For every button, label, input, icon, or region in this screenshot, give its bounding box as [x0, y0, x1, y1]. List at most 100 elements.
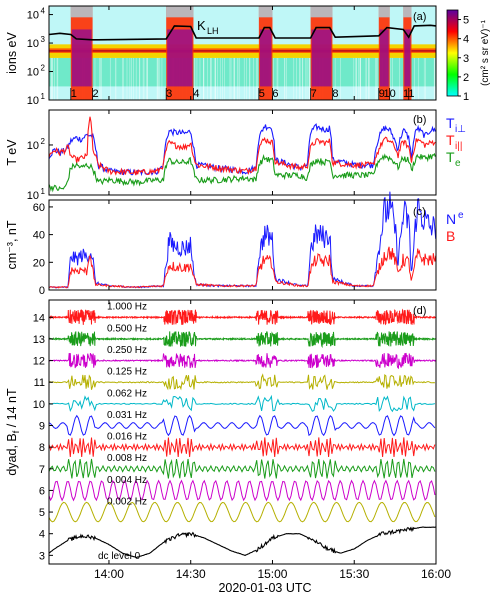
- colorbar-tick-label: 3: [463, 53, 469, 65]
- channel-label: dc level 0: [98, 551, 141, 562]
- event-marker-label: 6: [272, 88, 278, 100]
- panel-d-ylabel: dyad, Bf / 14 nT: [5, 388, 21, 476]
- panel-d-ylabel-tail: / 14 nT: [5, 388, 19, 431]
- y-tick-label: 10: [27, 10, 39, 22]
- legend-red: T: [446, 132, 455, 148]
- legend-green: T: [446, 149, 455, 165]
- colorbar-tick-label: 2: [463, 72, 469, 84]
- series-line-red: [48, 246, 437, 289]
- y-tick-exp: 1: [41, 92, 46, 101]
- legend-blue: N: [446, 211, 456, 227]
- dyad-channel: [48, 330, 437, 349]
- panel-b-ylabel: T eV: [5, 139, 19, 166]
- x-tick-label: 14:30: [176, 567, 206, 581]
- event-marker-label: 7: [311, 88, 317, 100]
- colorbar-tick-label: 1: [463, 91, 469, 103]
- dyad-channel: [48, 352, 437, 370]
- event-marker-label: 3: [166, 88, 172, 100]
- channel-label: 0.125 Hz: [107, 367, 147, 378]
- legend-red: B: [446, 228, 455, 244]
- y-tick-label: 9: [39, 421, 45, 433]
- panel-d-label: (d): [413, 305, 426, 317]
- x-tick-label: 14:00: [94, 567, 124, 581]
- spectrogram-burst-top: [403, 6, 412, 18]
- event-marker-label: 2: [93, 88, 99, 100]
- channel-label: 0.500 Hz: [107, 323, 147, 334]
- y-tick-label: 7: [39, 464, 45, 476]
- spectrogram-burst-top: [258, 6, 273, 18]
- panel-a-ylabel: ions eV: [5, 31, 19, 73]
- spectrogram-burst-top: [378, 6, 390, 18]
- panel-d-frame: [48, 299, 437, 565]
- y-tick-label: 10: [27, 140, 39, 152]
- y-tick-label: 10: [27, 38, 39, 50]
- event-marker-label: 5: [259, 88, 265, 100]
- dyad-channel: [48, 308, 436, 326]
- channel-label: 0.016 Hz: [107, 432, 147, 443]
- panel-b-label: (b): [413, 114, 426, 126]
- dyad-channel: [48, 437, 436, 458]
- y-tick-label: 8: [39, 442, 45, 454]
- panel-a-frame: [48, 5, 437, 101]
- spectrogram-burst-core: [404, 29, 411, 87]
- dyad-channel: [48, 373, 435, 391]
- event-marker-label: 9: [379, 88, 385, 100]
- y-tick-exp: 1: [41, 187, 46, 196]
- panel-c-frame: [48, 199, 437, 291]
- colorbar: [446, 9, 459, 97]
- y-tick-label: 6: [39, 485, 45, 497]
- y-tick-label: 11: [34, 377, 45, 389]
- legend-sub-blue: i⊥: [455, 124, 466, 135]
- y-tick-exp: 2: [41, 137, 46, 146]
- spectrogram-burst-top: [166, 6, 194, 18]
- legend-sub-green: e: [455, 158, 461, 169]
- spectrogram-burst-top: [70, 6, 93, 18]
- dyad-channel: [48, 479, 436, 502]
- channel-label: 0.002 Hz: [107, 496, 147, 507]
- series-line-red: [48, 116, 436, 176]
- klh-label: K: [197, 18, 206, 33]
- event-marker-label: 1: [71, 88, 77, 100]
- y-tick-exp: 2: [41, 64, 46, 73]
- spectrogram-burst-top: [310, 6, 333, 18]
- y-tick-label: 14: [33, 312, 45, 324]
- klh-label-sub: LH: [207, 26, 219, 36]
- panel-d-ylabel-main: dyad, B: [5, 433, 19, 475]
- channel-label: 0.008 Hz: [107, 453, 147, 464]
- y-tick-label: 3: [39, 550, 45, 562]
- legend-sub-red: i||: [455, 141, 462, 152]
- spectrogram-burst-core: [311, 29, 332, 87]
- y-tick-label: 5: [39, 507, 45, 519]
- channel-label: 1.000 Hz: [107, 302, 147, 313]
- channel-label: 0.062 Hz: [107, 388, 147, 399]
- y-tick-label: 10: [33, 399, 45, 411]
- series-line-green: [48, 152, 436, 193]
- dyad-channel: [48, 414, 436, 437]
- event-marker-label: 4: [193, 88, 199, 100]
- y-tick-label: 4: [39, 529, 45, 541]
- legend-blue: T: [446, 115, 455, 131]
- panel-c-label: (c): [413, 206, 426, 218]
- spectrogram-band-low: [49, 57, 436, 87]
- panel-a-label: (a): [413, 11, 426, 23]
- colorbar-tick-label: 4: [463, 34, 469, 46]
- series-line-blue: [48, 191, 437, 289]
- y-tick-label: 60: [33, 202, 45, 214]
- event-marker-label: 8: [332, 88, 338, 100]
- y-tick-label: 10: [27, 95, 39, 107]
- spectrogram-burst-core: [167, 29, 193, 87]
- y-tick-exp: 4: [41, 7, 46, 16]
- y-tick-label: 20: [33, 257, 45, 269]
- spectrogram-band-peak: [49, 50, 436, 52]
- y-tick-label: 13: [33, 334, 45, 346]
- spectrogram-burst-core: [379, 29, 389, 87]
- dyad-channel: [48, 458, 436, 479]
- channel-label: 0.004 Hz: [107, 475, 147, 486]
- y-tick-label: 12: [33, 356, 45, 368]
- spectrogram-burst-core: [259, 29, 272, 87]
- y-tick-label: 40: [33, 230, 45, 242]
- x-tick-label: 15:00: [257, 567, 287, 581]
- spectrogram-burst-core: [71, 29, 92, 87]
- klh-line: [48, 24, 437, 41]
